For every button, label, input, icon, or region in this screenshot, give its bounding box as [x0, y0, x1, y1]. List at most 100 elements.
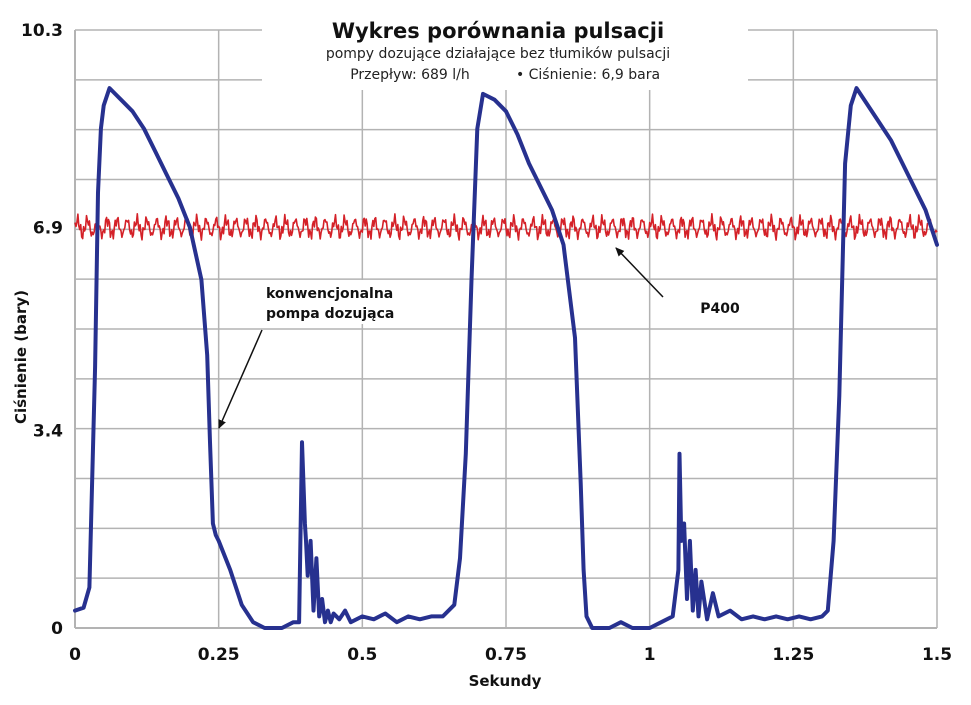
pressure-condition: • Ciśnienie: 6,9 bara	[516, 67, 660, 83]
annotation-conventional-background	[258, 280, 408, 324]
data-point-conventional	[660, 621, 662, 623]
annotation-conventional-line1: konwencjonalna	[266, 286, 393, 302]
data-point-conventional	[419, 618, 421, 620]
data-point-conventional	[712, 592, 714, 594]
data-point-conventional	[821, 615, 823, 617]
data-point-conventional	[338, 618, 340, 620]
annotation-p400-background	[664, 293, 780, 323]
data-point-conventional	[321, 598, 323, 600]
annotation-conventional-line2: pompa dozująca	[266, 306, 394, 322]
data-point-conventional	[692, 610, 694, 612]
data-point-conventional	[798, 615, 800, 617]
data-point-conventional	[97, 192, 99, 194]
data-point-conventional	[833, 540, 835, 542]
data-point-conventional	[476, 128, 478, 130]
data-point-conventional	[810, 618, 812, 620]
data-point-conventional	[764, 618, 766, 620]
data-point-conventional	[264, 627, 266, 629]
data-point-conventional	[580, 482, 582, 484]
data-point-conventional	[700, 581, 702, 583]
data-point-conventional	[103, 105, 105, 106]
data-point-conventional	[396, 621, 398, 623]
data-point-conventional	[209, 441, 211, 443]
data-point-conventional	[643, 627, 645, 629]
series-layer	[73, 86, 939, 630]
data-point-conventional	[384, 613, 386, 614]
data-point-conventional	[686, 598, 688, 600]
series-conventional-line	[73, 86, 939, 630]
y-tick-label: 3.4	[33, 422, 63, 442]
x-tick-label: 1	[644, 645, 656, 665]
data-point-conventional	[155, 151, 156, 153]
data-point-conventional	[229, 569, 231, 571]
data-point-conventional	[879, 122, 880, 124]
data-point-conventional	[563, 244, 564, 246]
data-point-conventional	[166, 174, 168, 176]
data-point-conventional	[200, 279, 202, 281]
data-point-conventional	[459, 557, 461, 559]
data-point-conventional	[586, 615, 587, 617]
data-point-conventional	[313, 610, 314, 612]
data-point-conventional	[936, 244, 938, 246]
data-point-conventional	[430, 615, 432, 617]
data-point-conventional	[850, 105, 852, 106]
y-tick-label: 10.3	[21, 21, 63, 41]
data-point-conventional	[925, 209, 926, 211]
data-point-conventional	[465, 453, 467, 455]
data-point-conventional	[212, 523, 214, 524]
data-point-conventional	[890, 139, 892, 141]
data-point-conventional	[132, 110, 133, 112]
data-point-conventional	[551, 209, 553, 211]
data-point-conventional	[672, 615, 674, 617]
data-point-conventional	[913, 186, 915, 188]
data-point-conventional	[442, 615, 444, 617]
data-point-conventional	[206, 354, 208, 356]
chart-title: Wykres porównania pulsacji	[332, 19, 664, 43]
data-point-conventional	[74, 610, 76, 612]
data-point-conventional	[471, 279, 472, 281]
data-point-conventional	[867, 105, 869, 106]
data-point-conventional	[350, 621, 352, 623]
tick-labels: 0 0.25 0.5 0.75 1 1.25 1.5 0 3.4 6.9 10.3	[21, 21, 952, 665]
data-point-conventional	[177, 197, 179, 199]
title-block: Wykres porównania pulsacji pompy dozując…	[262, 16, 748, 90]
y-tick-label: 0	[51, 619, 63, 639]
data-point-conventional	[453, 604, 455, 606]
data-point-conventional	[281, 627, 283, 629]
x-axis-title: Sekundy	[469, 672, 542, 690]
data-point-conventional	[603, 627, 605, 629]
data-point-conventional	[698, 615, 699, 617]
data-point-conventional	[729, 610, 731, 612]
data-point-conventional	[373, 618, 375, 620]
data-point-conventional	[120, 99, 122, 101]
data-point-conventional	[307, 575, 309, 577]
data-point-conventional	[114, 93, 116, 95]
data-point-conventional	[252, 621, 254, 623]
data-point-conventional	[324, 621, 326, 623]
data-point-conventional	[752, 615, 754, 617]
data-point-conventional	[902, 163, 903, 164]
data-point-conventional	[94, 366, 96, 368]
x-tick-label: 1.5	[922, 645, 952, 665]
data-point-conventional	[88, 586, 90, 588]
data-point-conventional	[718, 615, 720, 617]
data-point-conventional	[583, 569, 585, 571]
data-point-conventional	[241, 604, 243, 606]
data-point-conventional	[677, 569, 679, 571]
data-point-conventional	[787, 618, 789, 620]
data-point-conventional	[528, 163, 530, 164]
data-point-conventional	[689, 540, 691, 542]
data-point-conventional	[844, 163, 846, 164]
annotation-p400-label: P400	[700, 301, 740, 317]
annotation-p400-arrow	[615, 247, 664, 298]
data-point-conventional	[620, 621, 622, 623]
data-point-conventional	[683, 523, 685, 524]
data-point-conventional	[327, 610, 329, 612]
data-point-conventional	[649, 627, 651, 629]
y-tick-label: 6.9	[33, 218, 63, 238]
data-point-conventional	[407, 615, 409, 617]
data-point-conventional	[775, 615, 777, 617]
x-tick-label: 0.25	[198, 645, 240, 665]
annotation-conventional-arrow	[218, 329, 263, 429]
